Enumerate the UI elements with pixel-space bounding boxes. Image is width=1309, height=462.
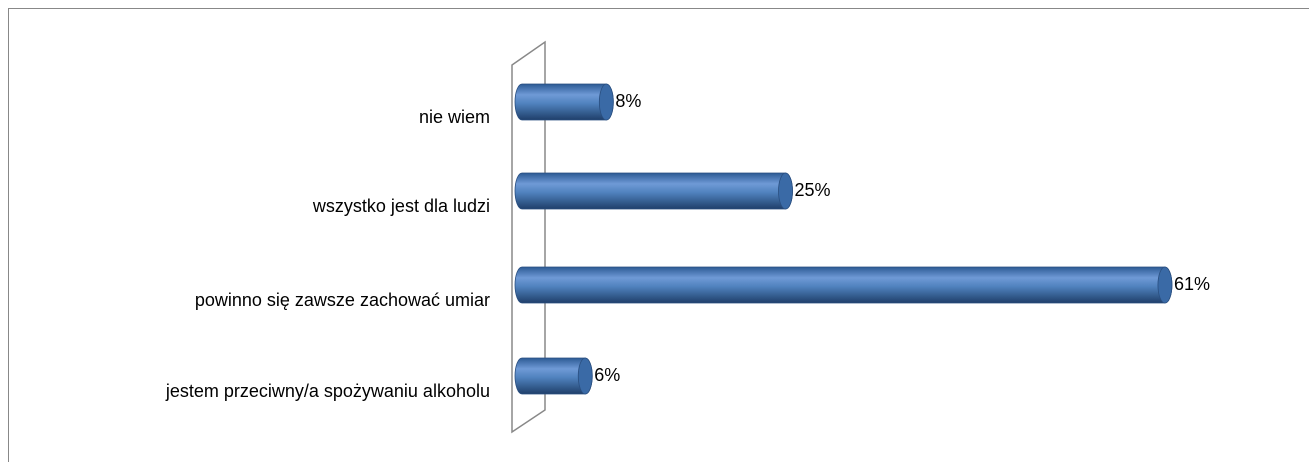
chart-frame <box>8 8 1309 462</box>
y-tick-label: nie wiem <box>419 107 490 127</box>
data-label: 6% <box>594 365 620 385</box>
bar <box>514 83 614 121</box>
data-label: 8% <box>615 91 641 111</box>
data-label: 25% <box>795 180 831 200</box>
y-tick-label: jestem przeciwny/a spożywaniu alkoholu <box>165 381 490 401</box>
bar-cap <box>778 172 793 210</box>
bar-cap <box>577 357 593 395</box>
bar-cap <box>598 83 614 121</box>
bar <box>514 266 1173 304</box>
y-tick-label: powinno się zawsze zachować umiar <box>195 290 490 310</box>
data-label: 61% <box>1174 274 1210 294</box>
axis-wall <box>511 40 546 434</box>
y-tick-label: wszystko jest dla ludzi <box>312 196 490 216</box>
bar-cap <box>1157 266 1173 304</box>
bar <box>514 172 793 210</box>
